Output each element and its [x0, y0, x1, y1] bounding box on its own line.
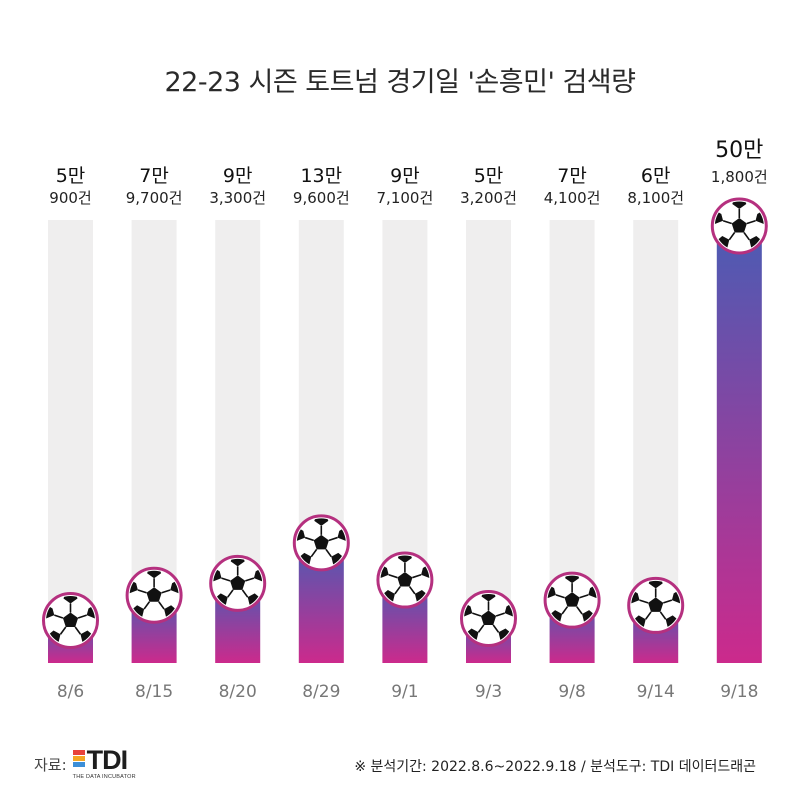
bar-value-label: 5만	[56, 165, 86, 187]
x-tick-label: 8/20	[219, 682, 257, 702]
bar-group: 7만 4,100건 9/8	[544, 165, 601, 702]
bar-value-sublabel: 3,300건	[209, 189, 266, 207]
x-tick-label: 9/3	[475, 682, 502, 702]
bar-group: 5만 3,200건 9/3	[460, 165, 517, 702]
tdi-logo-subtext: THE DATA INCUBATOR	[72, 774, 136, 780]
bar-value-label: 7만	[139, 165, 169, 187]
soccer-ball-icon	[210, 554, 266, 610]
x-tick-label: 9/18	[720, 682, 758, 702]
bar-group: 50만 1,800건 9/18	[711, 138, 768, 702]
bar-value-sublabel: 7,100건	[377, 189, 434, 207]
bar-value-label: 6만	[641, 165, 671, 187]
bar-track	[48, 220, 93, 663]
bar-group: 9만 3,300건 8/20	[209, 165, 266, 702]
bar	[716, 224, 762, 663]
bar-value-sublabel: 4,100건	[544, 189, 601, 207]
soccer-ball-icon	[628, 576, 684, 632]
bar-value-sublabel: 3,200건	[460, 189, 517, 207]
logo-bar-orange	[72, 756, 85, 761]
soccer-ball-icon	[544, 571, 600, 627]
x-tick-label: 8/29	[302, 682, 340, 702]
soccer-ball-icon	[461, 589, 517, 645]
bar-value-sublabel: 1,800건	[711, 168, 768, 186]
bar-value-label: 9만	[223, 165, 253, 187]
logo-bar-blue	[72, 762, 85, 767]
bar-group: 6만 8,100건 9/14	[627, 165, 684, 702]
bar-value-sublabel: 9,700건	[126, 189, 183, 207]
x-tick-label: 8/15	[135, 682, 173, 702]
source-label: 자료:	[34, 755, 67, 774]
x-tick-label: 9/1	[391, 682, 418, 702]
analysis-note: ※ 분석기간: 2022.8.6~2022.9.18 / 분석도구: TDI 데…	[354, 759, 756, 775]
source-block: 자료: TDI THE DATA INCUBATOR	[34, 745, 183, 782]
bar-group: 7만 9,700건 8/15	[126, 165, 183, 702]
bar-track	[466, 220, 511, 663]
bar-group: 13만 9,600건 8/29	[293, 165, 350, 702]
bar-value-label: 13만	[300, 165, 342, 187]
x-tick-label: 9/14	[637, 682, 675, 702]
soccer-ball-icon	[293, 514, 349, 570]
bar-value-label: 50만	[715, 138, 763, 163]
bar-value-sublabel: 8,100건	[627, 189, 684, 207]
x-tick-label: 9/8	[558, 682, 585, 702]
bar-value-sublabel: 9,600건	[293, 189, 350, 207]
logo-bar-red	[72, 750, 85, 755]
x-tick-label: 8/6	[57, 682, 84, 702]
tdi-logo: TDI THE DATA INCUBATOR	[72, 745, 183, 782]
soccer-ball-icon	[711, 197, 767, 253]
bar-value-sublabel: 900건	[49, 189, 91, 207]
soccer-ball-icon	[377, 551, 433, 607]
soccer-ball-icon	[43, 591, 99, 647]
chart-title: 22-23 시즌 토트넘 경기일 '손흥민' 검색량	[164, 67, 636, 98]
bar-value-label: 9만	[390, 165, 420, 187]
bar-value-label: 5만	[474, 165, 504, 187]
tdi-logo-text: TDI	[86, 745, 128, 775]
bar-value-label: 7만	[557, 165, 587, 187]
bar-group: 9만 7,100건 9/1	[377, 165, 434, 702]
bar-group: 5만 900건 8/6	[43, 165, 99, 702]
tdi-logo-bars-icon	[72, 750, 85, 772]
soccer-ball-icon	[126, 566, 182, 622]
